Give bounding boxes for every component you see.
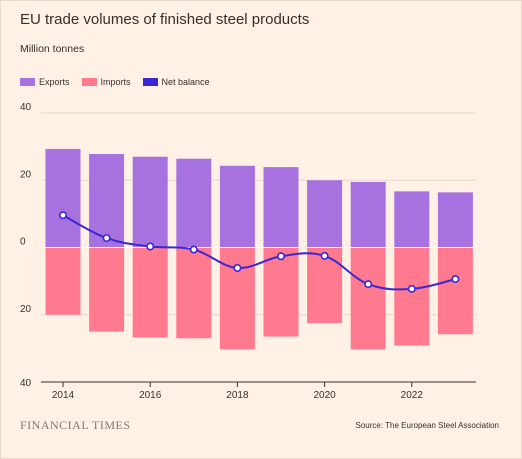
bar-exports — [219, 165, 255, 248]
bar-exports — [350, 181, 386, 248]
y-tick-label: 40 — [20, 378, 32, 389]
legend-item-exports: Exports — [20, 77, 70, 87]
bar-imports — [89, 247, 125, 332]
net-balance-point — [102, 234, 111, 243]
ft-logo-text: FINANCIAL TIMES — [20, 418, 131, 432]
net-balance-point — [189, 245, 198, 254]
bar-imports — [176, 247, 212, 339]
net-balance-point — [407, 284, 416, 293]
bar-exports — [263, 167, 299, 248]
legend-label-imports: Imports — [100, 77, 131, 87]
source-note: Source: The European Steel Association — [355, 421, 500, 430]
bar-exports — [394, 191, 430, 248]
x-tick-label: 2016 — [139, 390, 162, 401]
bar-imports — [394, 247, 430, 346]
bar-imports — [132, 247, 168, 338]
bar-exports — [176, 158, 212, 248]
net-balance-point — [364, 280, 373, 289]
legend-swatch-exports — [20, 78, 35, 86]
chart-legend: Exports Imports Net balance — [20, 77, 210, 87]
legend-label-net-balance: Net balance — [161, 77, 210, 87]
legend-swatch-net-balance — [142, 78, 158, 86]
net-balance-point — [276, 252, 285, 261]
y-tick-label: 40 — [20, 102, 32, 113]
net-balance-point — [146, 242, 155, 251]
net-balance-point — [451, 275, 460, 284]
legend-item-imports: Imports — [81, 77, 131, 87]
net-balance-line — [62, 214, 456, 291]
bar-imports — [263, 247, 299, 337]
bar-exports — [132, 156, 168, 248]
chart-subtitle: Million tonnes — [20, 43, 85, 55]
bar-imports — [350, 247, 386, 350]
bar-exports — [437, 192, 473, 248]
net-balance-point — [233, 264, 242, 273]
bar-imports — [307, 247, 343, 324]
y-tick-label: 0 — [20, 237, 26, 248]
net-balance-point — [58, 211, 67, 220]
net-balance-point — [320, 251, 329, 260]
x-tick-label: 2022 — [401, 390, 424, 401]
legend-label-exports: Exports — [39, 77, 70, 87]
bar-imports — [219, 247, 255, 350]
legend-swatch-imports — [81, 78, 97, 86]
bar-imports — [437, 247, 473, 335]
x-tick-label: 2018 — [226, 390, 249, 401]
chart-title: EU trade volumes of finished steel produ… — [20, 11, 310, 28]
x-tick-label: 2020 — [313, 390, 336, 401]
bar-imports — [45, 247, 81, 315]
x-tick-label: 2014 — [52, 390, 75, 401]
bar-exports — [307, 180, 343, 248]
legend-item-net-balance: Net balance — [142, 77, 210, 87]
y-tick-label: 20 — [20, 169, 32, 180]
bar-exports — [45, 148, 81, 248]
y-tick-label: 20 — [20, 304, 32, 315]
